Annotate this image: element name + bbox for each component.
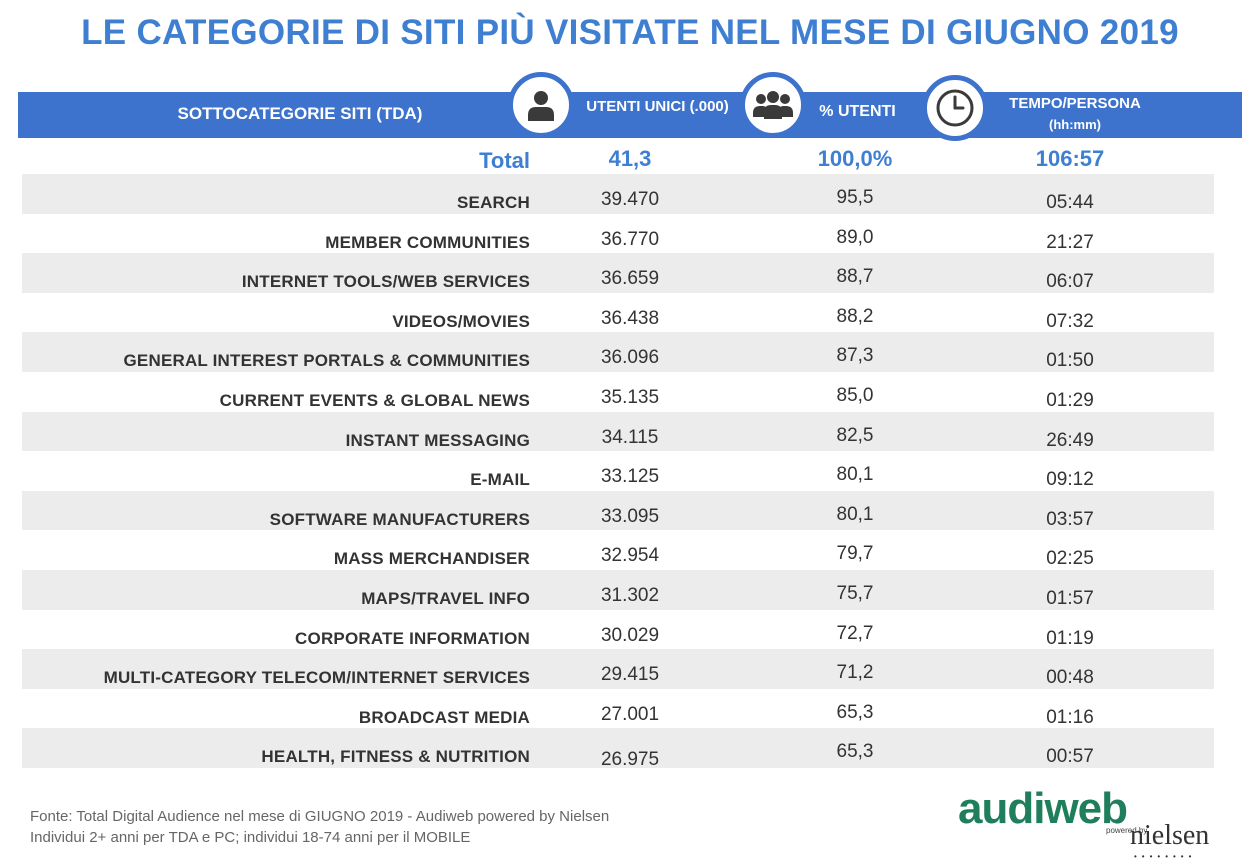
- logo-dots: ••••••••: [1134, 852, 1197, 861]
- logo-brand: audiweb: [958, 784, 1128, 833]
- source-line-1: Fonte: Total Digital Audience nel mese d…: [30, 808, 610, 825]
- header-pct: % UTENTI: [819, 103, 896, 120]
- clock-icon: [922, 75, 988, 141]
- row-users: 31.302: [600, 584, 660, 606]
- row-time: 01:16: [1046, 706, 1094, 728]
- row-category: BROADCAST MEDIA: [358, 707, 530, 727]
- row-category: MAPS/TRAVEL INFO: [361, 588, 530, 608]
- table-row: SEARCH 39.470 95,5 05:44: [22, 174, 1214, 214]
- row-users: 35.135: [600, 386, 660, 408]
- row-users: 33.125: [600, 466, 660, 488]
- row-time: 01:29: [1046, 389, 1094, 411]
- row-users: 36.096: [600, 347, 660, 369]
- row-time: 26:49: [1046, 429, 1094, 451]
- row-time: 01:57: [1046, 587, 1094, 609]
- row-time: 21:27: [1046, 231, 1094, 253]
- table-row: INSTANT MESSAGING 34.115 82,5 26:49: [22, 411, 1214, 452]
- row-users: 33.095: [600, 505, 660, 527]
- row-pct: 88,7: [836, 266, 874, 288]
- row-pct: 80,1: [836, 503, 874, 525]
- table-row: HEALTH, FITNESS & NUTRITION 26.975 65,3 00:…: [22, 728, 1214, 771]
- table-row: MULTI-CATEGORY TELECOM/INTERNET SERVICES…: [22, 649, 1214, 689]
- row-time: 05:44: [1046, 192, 1094, 213]
- group-icon: [740, 72, 806, 138]
- row-time: 03:57: [1046, 508, 1094, 530]
- table-row: MEMBER COMMUNITIES 36.770 89,0 21:27: [22, 214, 1214, 254]
- table-row: SOFTWARE MANUFACTURERS 33.095 80,1 03:57: [22, 490, 1214, 531]
- row-category: SEARCH: [457, 193, 530, 212]
- row-time: 01:19: [1046, 627, 1094, 649]
- page-title: LE CATEGORIE DI SITI PIÙ VISITATE NEL ME…: [81, 13, 1179, 52]
- row-users: 27.001: [600, 703, 660, 725]
- row-pct: 75,7: [836, 582, 874, 604]
- total-pct: 100,0%: [817, 146, 893, 171]
- table-header-band: [18, 92, 1242, 138]
- row-users: 32.954: [600, 545, 660, 567]
- row-users: 39.470: [600, 189, 660, 210]
- source-note: Fonte: Total Digital Audience nel mese d…: [30, 806, 609, 848]
- table-row: VIDEOS/MOVIES 36.438 88,2 07:32: [22, 293, 1214, 333]
- row-pct: 95,5: [836, 187, 874, 208]
- row-users: 36.659: [600, 268, 660, 290]
- row-pct: 82,5: [836, 424, 874, 446]
- header-time: TEMPO/PERSONA (hh:mm): [985, 95, 1165, 134]
- row-time: 02:25: [1046, 548, 1094, 570]
- table-row: CURRENT EVENTS & GLOBAL NEWS 35.135 85,0 01…: [22, 372, 1214, 412]
- row-category: VIDEOS/MOVIES: [392, 311, 530, 331]
- row-pct: 65,3: [836, 701, 874, 723]
- row-pct: 89,0: [836, 226, 874, 248]
- row-category: GENERAL INTEREST PORTALS & COMMUNITIES: [123, 351, 530, 371]
- row-time: 00:48: [1046, 667, 1094, 689]
- row-category: INSTANT MESSAGING: [345, 430, 530, 450]
- row-category: CORPORATE INFORMATION: [295, 628, 530, 648]
- row-time: 00:57: [1046, 746, 1094, 768]
- row-users: 30.029: [600, 624, 660, 646]
- row-pct: 72,7: [836, 622, 874, 644]
- table-row: BROADCAST MEDIA 27.001 65,3 01:16: [22, 689, 1214, 729]
- source-line-2: Individui 2+ anni per TDA e PC; individu…: [30, 829, 471, 846]
- logo-partner: nielsen: [1130, 820, 1210, 851]
- table-row: GENERAL INTEREST PORTALS & COMMUNITIES 36…: [22, 332, 1214, 372]
- row-pct: 79,7: [836, 543, 874, 565]
- row-pct: 88,2: [836, 305, 874, 327]
- table-row: CORPORATE INFORMATION 30.029 72,7 01:19: [22, 610, 1214, 650]
- row-pct: 80,1: [836, 464, 874, 486]
- row-category: MASS MERCHANDISER: [333, 549, 530, 569]
- row-users: 29.415: [600, 664, 660, 686]
- row-category: INTERNET TOOLS/WEB SERVICES: [241, 272, 530, 292]
- logo-powered-by: powered by: [1106, 826, 1148, 835]
- table-row: INTERNET TOOLS/WEB SERVICES 36.659 88,7 06:…: [22, 253, 1214, 293]
- row-users: 36.438: [600, 307, 660, 329]
- row-category: E-MAIL: [470, 470, 530, 490]
- header-category: SOTTOCATEGORIE SITI (TDA): [177, 104, 423, 123]
- row-category: MULTI-CATEGORY TELECOM/INTERNET SERVICES: [103, 668, 530, 688]
- header-time-label: TEMPO/PERSONA: [1009, 95, 1141, 112]
- row-users: 34.115: [601, 426, 659, 448]
- row-category: MEMBER COMMUNITIES: [325, 232, 530, 252]
- row-users: 26.975: [600, 749, 660, 771]
- row-time: 09:12: [1046, 469, 1094, 491]
- row-pct: 71,2: [836, 662, 874, 684]
- row-users: 36.770: [600, 228, 660, 250]
- table-row: MAPS/TRAVEL INFO 31.302 75,7 01:57: [22, 569, 1214, 610]
- total-users: 41,3: [608, 146, 652, 171]
- header-users: UTENTI UNICI (.000): [586, 98, 729, 115]
- row-pct: 65,3: [836, 741, 874, 763]
- row-category: HEALTH, FITNESS & NUTRITION: [261, 747, 530, 767]
- header-time-unit: (hh:mm): [1049, 117, 1101, 132]
- row-time: 07:32: [1046, 310, 1094, 332]
- data-table: SEARCH 39.470 95,5 05:44 MEMBER COMMUNITIES 3…: [22, 174, 1214, 771]
- table-row: E-MAIL 33.125 80,1 09:12: [22, 451, 1214, 491]
- row-time: 06:07: [1046, 271, 1094, 293]
- table-row: MASS MERCHANDISER 32.954 79,7 02:25: [22, 530, 1214, 570]
- row-time: 01:50: [1046, 350, 1094, 372]
- row-pct: 85,0: [836, 384, 874, 406]
- user-icon: [508, 72, 574, 138]
- row-category: SOFTWARE MANUFACTURERS: [269, 509, 530, 529]
- audiweb-logo: audiweb powered by nielsen ••••••••: [958, 780, 1228, 861]
- total-label: Total: [479, 148, 530, 173]
- row-category: CURRENT EVENTS & GLOBAL NEWS: [219, 390, 530, 410]
- row-pct: 87,3: [836, 345, 874, 367]
- total-time: 106:57: [1035, 146, 1105, 171]
